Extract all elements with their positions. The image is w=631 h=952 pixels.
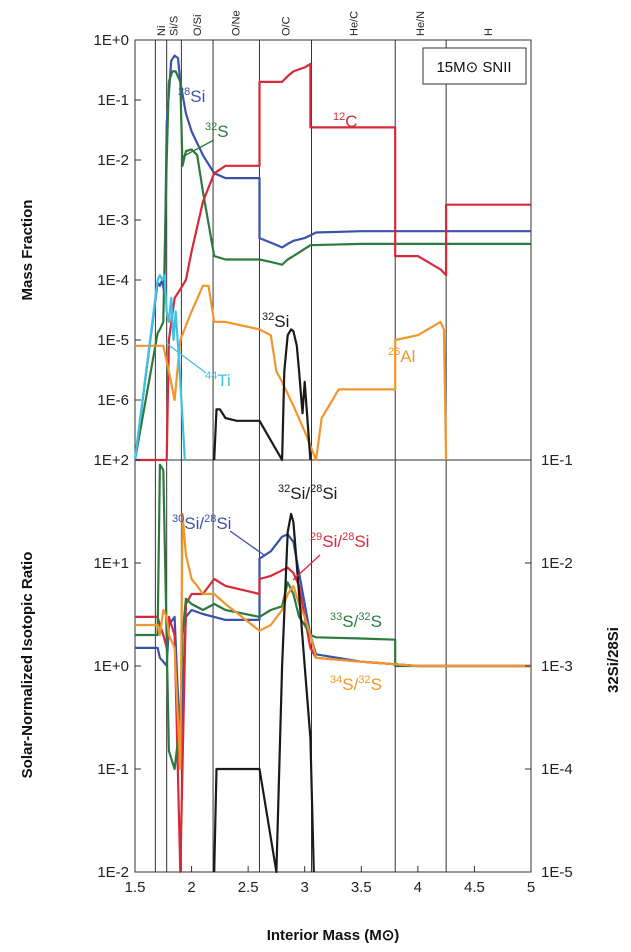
top-ytick-label: 1E+0 xyxy=(94,32,129,49)
series-26al xyxy=(135,284,448,462)
xtick-label: 5 xyxy=(527,879,535,896)
zone-label-si-s: Si/S xyxy=(168,16,180,36)
label-32si-28si: 32Si/28Si xyxy=(278,483,337,503)
series-32si-28si xyxy=(213,512,315,874)
label-26al: 26Al xyxy=(388,346,415,366)
bottom-ytick-label: 1E-1 xyxy=(97,761,129,778)
zone-boundaries: Ni Si/S O/Si O/Ne O/C He/C He/N H xyxy=(154,10,495,872)
zone-label-o-c: O/C xyxy=(280,16,292,36)
series-33s-32s xyxy=(135,463,531,771)
zone-label-he-n: He/N xyxy=(415,11,427,36)
top-ytick-label: 1E-5 xyxy=(97,332,129,349)
label-33s-32s: 33S/32S xyxy=(330,611,382,631)
xlabel: Interior Mass (M⊙) xyxy=(267,927,400,944)
bottom-ylabel: Solar-Normalized Isotopic Ratio xyxy=(19,552,36,779)
zone-label-ni: Ni xyxy=(156,26,168,36)
label-29si-28si: 29Si/28Si xyxy=(310,531,369,551)
label-44ti: 44Ti xyxy=(205,370,231,390)
legend-label: 15M⊙ SNII xyxy=(436,59,511,76)
zone-label-o-si: O/Si xyxy=(192,15,204,36)
bottom-ytick-label: 1E+2 xyxy=(94,452,129,469)
xtick-label: 3 xyxy=(301,879,309,896)
top-ytick-label: 1E-2 xyxy=(97,152,129,169)
top-ytick-label: 1E-4 xyxy=(97,272,129,289)
bottom-ytick-label: 1E+0 xyxy=(94,658,129,675)
series-32si xyxy=(213,328,312,462)
right-ytick-label: 1E-2 xyxy=(541,555,573,572)
label-30si-28si: 30Si/28Si xyxy=(172,513,231,533)
leader-44ti xyxy=(165,342,207,374)
label-28si: 28Si xyxy=(178,86,205,106)
series-44ti xyxy=(133,274,186,461)
top-ytick-label: 1E-3 xyxy=(97,212,129,229)
right-ytick-label: 1E-4 xyxy=(541,761,573,778)
top-ytick-label: 1E-6 xyxy=(97,392,129,409)
label-34s-32s: 34S/32S xyxy=(330,674,382,694)
right-ytick-label: 1E-5 xyxy=(541,864,573,881)
series-32s xyxy=(133,70,531,461)
right-ylabel: 32Si/28Si xyxy=(605,627,622,693)
leader-30si xyxy=(229,530,265,556)
series-30si-28si xyxy=(135,533,531,753)
top-ylabel: Mass Fraction xyxy=(19,200,36,301)
label-32si: 32Si xyxy=(262,311,289,331)
xtick-label: 4.5 xyxy=(464,879,485,896)
zone-label-o-ne: O/Ne xyxy=(231,10,243,36)
xtick-label: 1.5 xyxy=(125,879,146,896)
zone-label-he-c: He/C xyxy=(348,11,360,36)
right-ytick-label: 1E-1 xyxy=(541,452,573,469)
bottom-ytick-label: 1E+1 xyxy=(94,555,129,572)
xtick-label: 2.5 xyxy=(238,879,259,896)
label-32s: 32S xyxy=(205,121,229,141)
label-12c: 12C xyxy=(333,111,358,131)
axis-ticks: 1E+0 1E-1 1E-2 1E-3 1E-4 1E-5 1E-6 1E+2 1E-1 1E+1… xyxy=(94,32,573,896)
series-34s-32s xyxy=(135,512,531,771)
legend-box xyxy=(422,47,527,85)
leader-32s xyxy=(181,139,215,158)
top-series-lines xyxy=(133,54,531,462)
zone-label-h: H xyxy=(483,28,495,36)
bottom-ytick-label: 1E-2 xyxy=(97,864,129,881)
top-ytick-label: 1E-1 xyxy=(97,92,129,109)
leader-29si xyxy=(292,554,321,581)
right-ytick-label: 1E-3 xyxy=(541,658,573,675)
bottom-series-lines xyxy=(135,463,531,874)
xtick-label: 4 xyxy=(414,879,422,896)
xtick-label: 3.5 xyxy=(351,879,372,896)
series-12c xyxy=(135,62,531,462)
xtick-label: 2 xyxy=(187,879,195,896)
